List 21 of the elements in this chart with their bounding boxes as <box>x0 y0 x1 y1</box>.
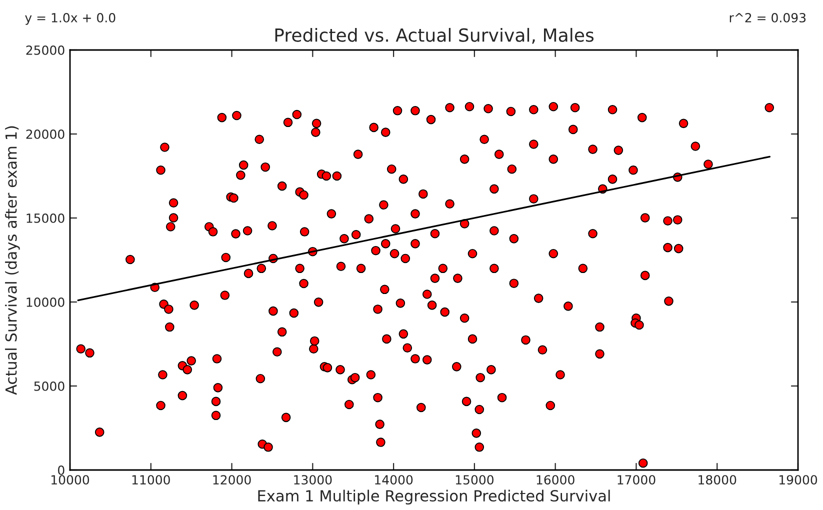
y-axis-title: Actual Survival (days after exam 1) <box>5 126 20 395</box>
x-tick-label: 11000 <box>132 475 170 485</box>
x-tick-label: 15000 <box>456 475 494 485</box>
text: r^2 = 0.093 <box>730 12 806 22</box>
text: y = 1.0x + 0.0 <box>25 12 116 25</box>
y-tick-label: 0 <box>58 465 64 475</box>
x-tick-label: 17000 <box>618 475 656 485</box>
y-tick-label: 20000 <box>26 129 64 139</box>
x-tick-label: 14000 <box>375 475 413 485</box>
y-tick-label: 10000 <box>26 297 64 307</box>
x-tick-label: 18000 <box>698 475 736 485</box>
x-tick-label: 16000 <box>536 475 574 485</box>
x-tick-label: 13000 <box>294 475 332 485</box>
x-tick-label: 19000 <box>779 475 818 485</box>
x-tick-label: 12000 <box>213 475 251 485</box>
x-axis-title: Exam 1 Multiple Regression Predicted Survival <box>258 490 610 505</box>
x-tick-label: 10000 <box>51 475 90 485</box>
y-tick-label: 15000 <box>26 213 64 223</box>
chart-title: Predicted vs. Actual Survival, Males <box>275 28 594 44</box>
y-tick-label: 25000 <box>26 45 64 55</box>
y-tick-label: 5000 <box>34 381 64 391</box>
